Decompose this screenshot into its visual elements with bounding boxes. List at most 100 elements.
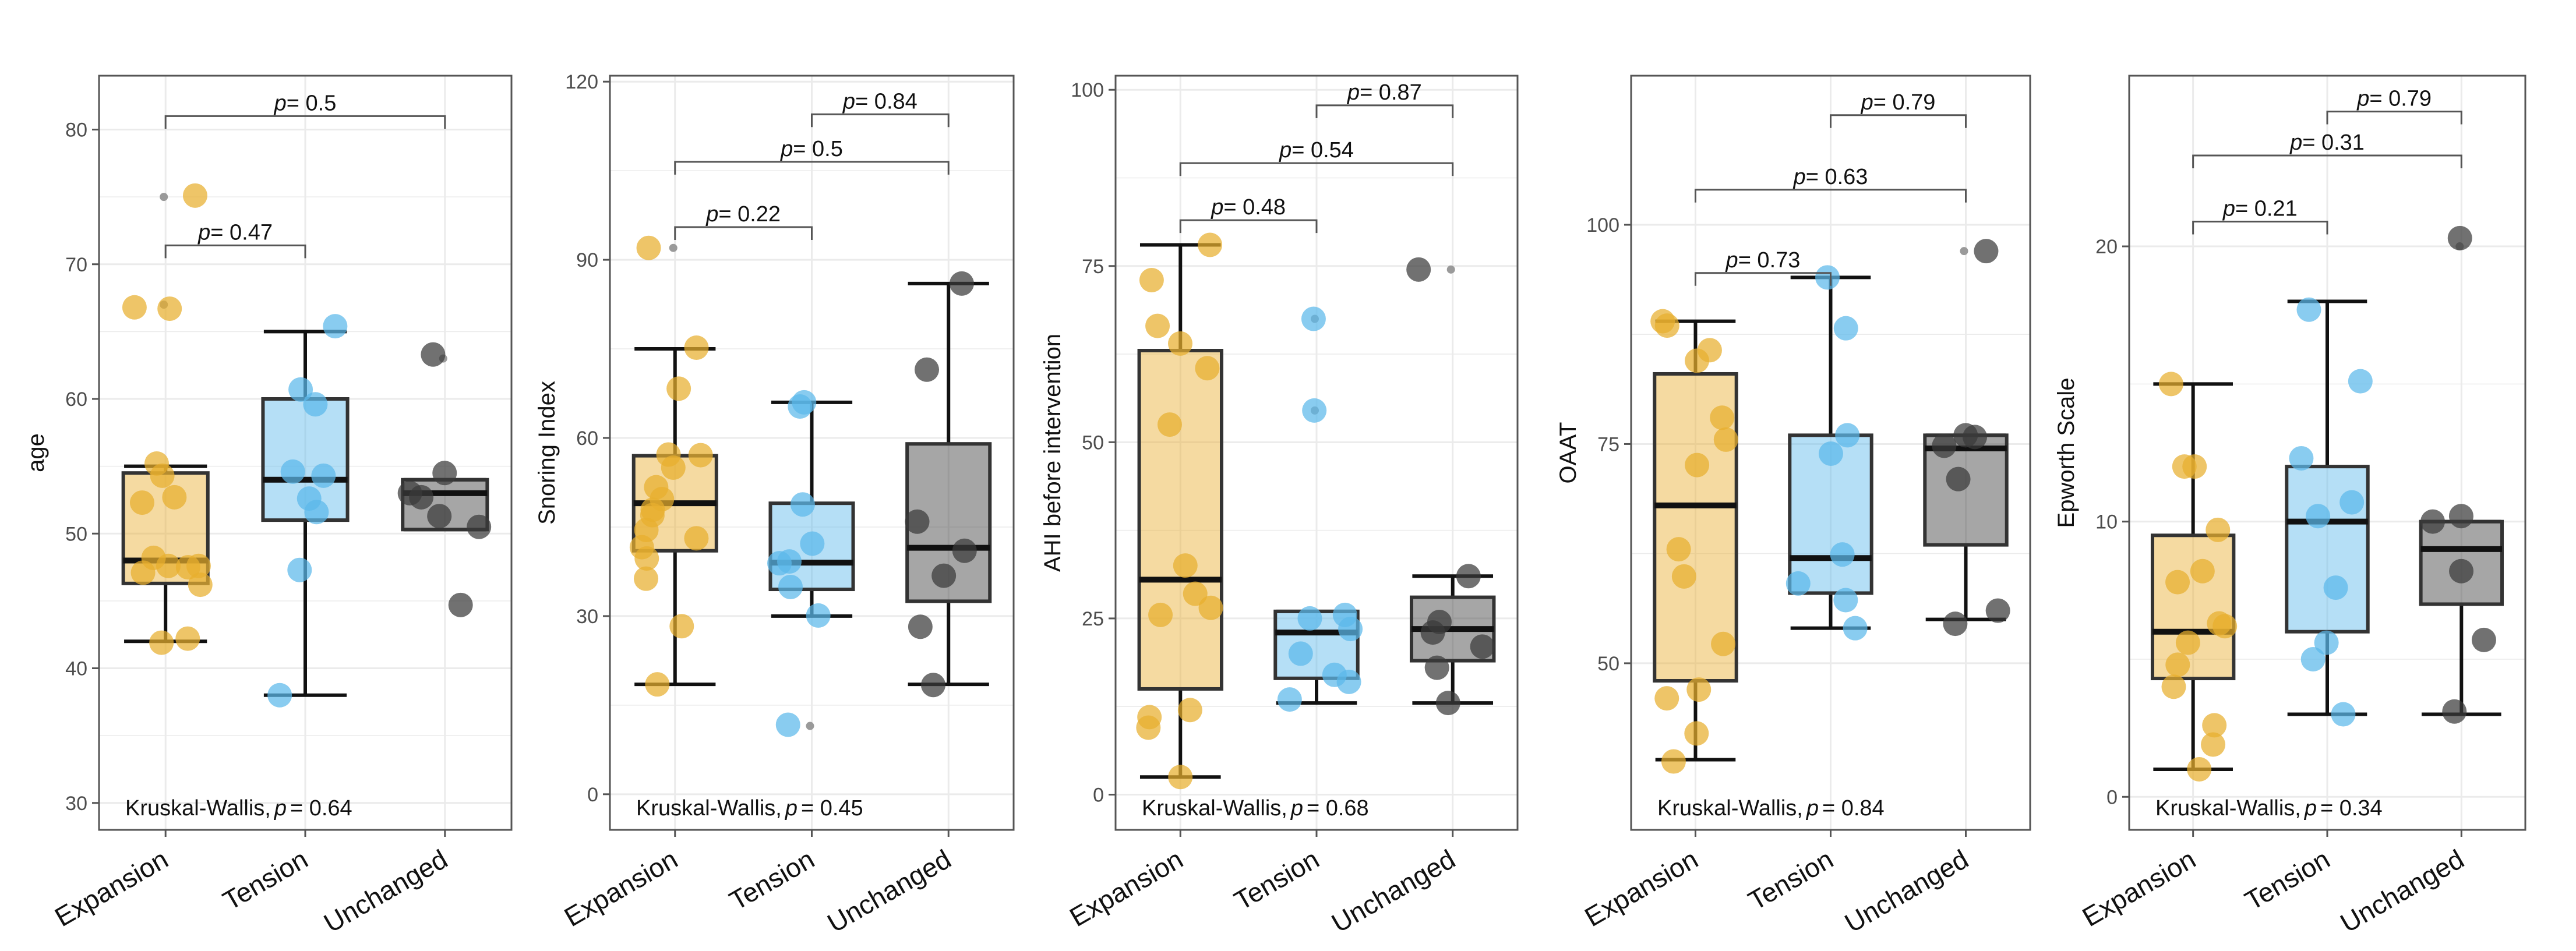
data-point-tension: [800, 531, 825, 556]
data-point-tension: [1277, 687, 1302, 712]
data-point-tension: [806, 603, 831, 628]
x-category-label-expansion: Expansion: [1579, 844, 1703, 932]
data-point-expansion: [1661, 749, 1686, 774]
pvalue-label: p= 0.63: [1793, 165, 1868, 189]
data-point-unchanged: [2471, 627, 2496, 652]
kruskal-p-symbol: p: [1806, 796, 1819, 821]
data-point-expansion: [1198, 595, 1223, 620]
data-point-expansion: [2175, 630, 2200, 655]
y-tick-label: 100: [1586, 214, 1619, 236]
data-point-unchanged: [1456, 564, 1481, 589]
data-point-tension: [2331, 702, 2356, 727]
data-point-tension: [303, 392, 328, 417]
y-tick-label: 120: [565, 71, 598, 93]
data-point-expansion: [1157, 412, 1182, 437]
pvalue-p-symbol: p: [197, 220, 210, 245]
data-point-tension: [1785, 571, 1811, 596]
y-tick-label: 75: [1597, 433, 1619, 455]
y-tick-label: 50: [1082, 432, 1104, 454]
data-point-unchanged: [409, 485, 434, 510]
outlier-point-unchanged: [1960, 247, 1968, 256]
pvalue-label: p= 0.79: [2356, 86, 2432, 111]
data-point-expansion: [1711, 631, 1736, 656]
data-point-unchanged: [1470, 634, 1495, 659]
data-point-expansion: [688, 443, 713, 468]
data-point-tension: [267, 683, 292, 708]
kruskal-p-value: = 0.45: [801, 796, 863, 821]
pvalue-label: p= 0.22: [705, 202, 781, 227]
data-point-tension: [280, 459, 305, 484]
pvalue-p-symbol: p: [274, 91, 287, 115]
y-tick-label: 10: [2095, 511, 2118, 533]
data-point-expansion: [1173, 553, 1198, 578]
data-point-expansion: [1710, 405, 1735, 430]
pvalue-bracket: [1694, 189, 1967, 203]
data-point-tension: [790, 492, 815, 517]
pvalue-label: p= 0.47: [197, 220, 273, 245]
data-point-tension: [288, 377, 313, 402]
kruskal-wallis-name: Kruskal-Wallis,: [125, 796, 271, 821]
data-point-unchanged: [1420, 620, 1445, 645]
pvalue-bracket: [1694, 272, 1832, 286]
data-point-tension: [2348, 369, 2373, 394]
data-point-expansion: [634, 566, 659, 591]
y-tick-label: 75: [1082, 256, 1104, 278]
data-point-tension: [1835, 423, 1860, 448]
kruskal-wallis-label: Kruskal-Wallis, p = 0.45: [636, 796, 863, 821]
pvalue-bracket: [1315, 104, 1454, 118]
kruskal-wallis-name: Kruskal-Wallis,: [1657, 796, 1803, 821]
data-point-expansion: [156, 553, 181, 578]
data-point-unchanged: [1406, 257, 1431, 282]
data-point-expansion: [1139, 267, 1164, 292]
pvalue-p-symbol: p: [1861, 90, 1873, 115]
data-point-expansion: [684, 526, 709, 551]
kruskal-wallis-label: Kruskal-Wallis, p = 0.34: [2155, 796, 2383, 821]
pvalue-value: = 0.54: [1291, 138, 1354, 162]
y-tick-label: 70: [65, 254, 87, 276]
data-point-expansion: [1684, 721, 1709, 746]
data-point-expansion: [2201, 732, 2226, 757]
data-point-unchanged: [421, 342, 446, 367]
data-point-unchanged: [908, 614, 933, 639]
data-point-tension: [2300, 646, 2326, 671]
data-point-tension: [304, 500, 329, 525]
data-point-unchanged: [2448, 504, 2473, 529]
data-point-tension: [2289, 446, 2314, 471]
pvalue-value: = 0.79: [2369, 86, 2432, 111]
y-tick-label: 0: [2106, 786, 2118, 808]
data-point-expansion: [636, 235, 661, 260]
y-tick-label: 80: [65, 119, 87, 142]
pvalue-label: p= 0.54: [1279, 138, 1354, 162]
pvalue-p-symbol: p: [2356, 86, 2369, 111]
data-point-expansion: [1685, 452, 1710, 478]
data-point-expansion: [1654, 313, 1679, 338]
x-category-label-expansion: Expansion: [1064, 844, 1188, 932]
data-point-tension: [1302, 398, 1327, 423]
y-tick-label: 90: [576, 249, 598, 271]
pvalue-label: p= 0.5: [780, 137, 843, 161]
data-point-expansion: [188, 572, 213, 598]
data-point-expansion: [2212, 614, 2238, 639]
pvalue-value: = 0.5: [287, 91, 337, 115]
data-point-unchanged: [1946, 466, 1971, 492]
data-point-unchanged: [952, 538, 977, 563]
data-point-expansion: [122, 295, 147, 320]
kruskal-wallis-label: Kruskal-Wallis, p = 0.84: [1657, 796, 1885, 821]
data-point-expansion: [150, 463, 175, 488]
pvalue-bracket: [1179, 219, 1318, 234]
data-point-tension: [1288, 641, 1313, 666]
outlier-point-expansion: [669, 243, 677, 252]
y-axis-title: Epworth Scale: [2053, 378, 2079, 528]
pvalue-p-symbol: p: [705, 202, 718, 227]
data-point-expansion: [2206, 517, 2231, 542]
pvalue-bracket: [674, 161, 950, 175]
data-point-unchanged: [1985, 598, 2010, 623]
data-point-unchanged: [1435, 691, 1460, 716]
pvalue-bracket: [674, 226, 813, 241]
data-point-tension: [1833, 316, 1858, 341]
kruskal-p-symbol: p: [785, 796, 797, 821]
data-point-expansion: [684, 335, 709, 360]
